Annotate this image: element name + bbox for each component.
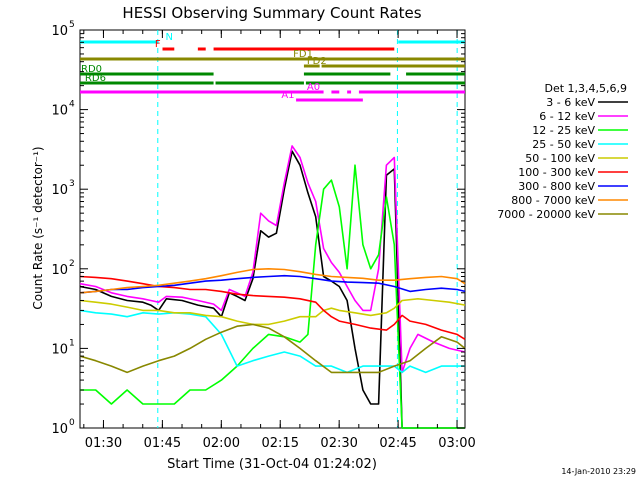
legend-label-8: 7000 - 20000 keV (497, 208, 595, 221)
y-axis-label: Count Rate (s⁻¹ detector⁻¹) (31, 146, 45, 309)
x-tick-label-6: 03:00 (438, 436, 475, 451)
flag-label-rd6: RD6 (85, 73, 106, 84)
legend-label-5: 100 - 300 keV (518, 166, 595, 179)
y-tick-label-0: 10 (51, 422, 68, 437)
flag-label-fd1: FD1 (293, 49, 313, 60)
y-tick-label-4: 10 (51, 104, 68, 119)
y-tick-exp-0: 0 (69, 418, 75, 428)
legend-label-1: 6 - 12 keV (539, 110, 595, 123)
y-tick-exp-2: 2 (69, 259, 75, 269)
plot-frame (79, 29, 466, 429)
x-tick-label-4: 02:30 (320, 436, 357, 451)
legend-label-3: 25 - 50 keV (532, 138, 595, 151)
y-tick-exp-1: 1 (69, 338, 75, 348)
flag-label-f: F (155, 39, 161, 50)
legend-title: Det 1,3,4,5,6,9 (544, 82, 627, 95)
series-line-7 (79, 268, 466, 294)
series-line-6 (79, 274, 466, 294)
y-tick-exp-4: 4 (69, 100, 75, 110)
series-line-3 (79, 309, 465, 374)
flag-label-n: N (165, 32, 172, 43)
y-tick-label-1: 10 (51, 342, 68, 357)
series-line-1 (79, 145, 466, 374)
y-tick-exp-5: 5 (69, 20, 75, 30)
series-line-2 (80, 164, 465, 429)
legend-label-0: 3 - 6 keV (546, 96, 595, 109)
legend-label-7: 800 - 7000 keV (511, 194, 595, 207)
flag-label-a0: A0 (307, 82, 320, 93)
y-tick-label-5: 10 (51, 24, 68, 39)
series-line-4 (79, 298, 466, 326)
series-line-8 (79, 323, 466, 374)
legend-label-2: 12 - 25 keV (532, 124, 595, 137)
x-axis-ticks: 01:30 01:45 02:00 02:15 02:30 02:45 03:00 (83, 30, 476, 451)
flag-label-rd0: RD0 (81, 64, 102, 75)
x-axis-label: Start Time (31-Oct-04 01:24:02) (167, 457, 377, 472)
x-tick-label-0: 01:30 (85, 436, 122, 451)
x-tick-label-3: 02:15 (262, 436, 299, 451)
flag-label-fd2: FD2 (307, 56, 327, 67)
legend-label-4: 50 - 100 keV (525, 152, 595, 165)
x-tick-label-1: 01:45 (144, 436, 181, 451)
y-tick-label-2: 10 (51, 263, 68, 278)
x-tick-label-2: 02:00 (203, 436, 240, 451)
flag-label-a1: A1 (281, 90, 294, 101)
legend-label-6: 300 - 800 keV (518, 180, 595, 193)
chart-title: HESSI Observing Summary Count Rates (122, 4, 421, 22)
y-tick-label-3: 10 (51, 183, 68, 198)
y-tick-exp-3: 3 (69, 179, 75, 189)
series-lines (79, 145, 466, 429)
timestamp: 14-Jan-2010 23:29 (561, 467, 636, 476)
series-line-0 (79, 150, 465, 429)
x-tick-label-5: 02:45 (379, 436, 416, 451)
